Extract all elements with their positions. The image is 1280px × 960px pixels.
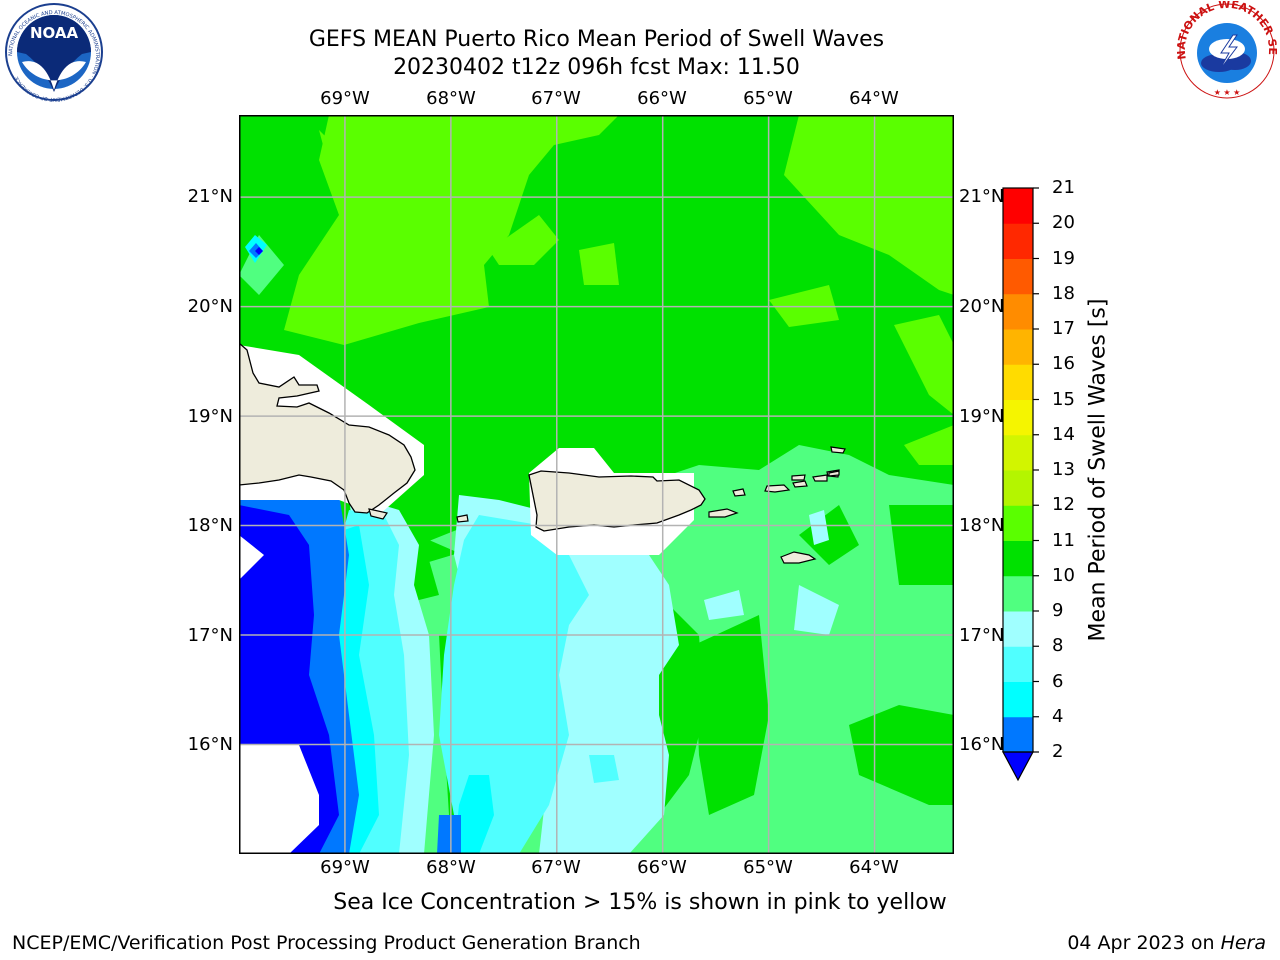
sea-ice-note: Sea Ice Concentration > 15% is shown in … [333,890,947,915]
lon-tick-bottom-65w: 65°W [743,857,793,878]
colorbar-label-8: 8 [1052,635,1064,657]
swell-period-map [239,115,954,854]
lat-tick-left-18n: 18°N [187,515,233,536]
colorbar-swatch-10-11 [1003,540,1033,577]
colorbar-label-13: 13 [1052,459,1075,480]
map-frame [239,115,954,854]
colorbar-swatch-2-4 [1003,716,1033,753]
virgin-islands-land [708,446,846,564]
footer-date-text: 04 Apr 2023 on [1067,932,1221,954]
lat-tick-left-20n: 20°N [187,296,233,317]
colorbar-swatch-16-17 [1003,329,1033,365]
lon-tick-bottom-68w: 68°W [426,857,476,878]
footer-date: 04 Apr 2023 on Hera [1067,932,1266,954]
colorbar-title: Mean Period of Swell Waves [s] [1085,298,1111,642]
lat-tick-left-21n: 21°N [187,186,233,207]
colorbar-swatch-17-18 [1003,293,1033,330]
lon-tick-top-65w: 65°W [743,88,793,109]
lat-tick-right-16n: 16°N [959,734,1005,755]
noaa-logo: NOAA NATIONAL OCEANIC AND ATMOSPHERIC AD… [5,3,103,102]
colorbar-label-4: 4 [1052,705,1064,727]
colorbar-label-19: 19 [1052,247,1075,269]
colorbar-label-6: 6 [1052,670,1064,692]
colorbar-label-17: 17 [1052,318,1075,339]
colorbar-swatch-13-14 [1003,434,1033,471]
lon-tick-bottom-66w: 66°W [637,857,687,878]
colorbar-label-14: 14 [1052,423,1075,445]
colorbar-label-18: 18 [1052,282,1075,304]
lat-tick-left-19n: 19°N [187,406,233,427]
lat-tick-right-20n: 20°N [959,296,1005,317]
colorbar-label-11: 11 [1052,529,1075,551]
colorbar-label-10: 10 [1052,564,1075,586]
colorbar-swatch-11-12 [1003,505,1033,541]
svg-text:★ ★ ★: ★ ★ ★ [1214,88,1241,97]
colorbar [1001,187,1039,782]
colorbar-label-9: 9 [1052,600,1064,621]
hispaniola-land [239,342,416,514]
lon-tick-top-66w: 66°W [637,88,687,109]
footer-machine: Hera [1220,932,1266,954]
colorbar-swatch-12-13 [1003,470,1033,506]
lat-tick-left-16n: 16°N [187,734,233,755]
lon-tick-top-69w: 69°W [320,88,370,109]
colorbar-swatch-18-19 [1003,258,1033,295]
lon-tick-top-64w: 64°W [849,88,899,109]
colorbar-label-2: 2 [1052,741,1064,762]
colorbar-under-triangle [1001,751,1035,782]
colorbar-swatch-6-8 [1003,646,1033,682]
colorbar-label-20: 20 [1052,212,1075,234]
colorbar-swatch-19-20 [1003,223,1033,259]
nws-logo: NATIONAL WEATHER SERVICE ★ ★ ★ [1177,1,1277,99]
puerto-rico-land [528,470,706,532]
lon-tick-bottom-69w: 69°W [320,857,370,878]
map-title-line-2: 20230402 t12z 096h fcst Max: 11.50 [393,55,800,80]
colorbar-label-12: 12 [1052,494,1075,516]
colorbar-swatch-8-9 [1003,611,1033,647]
lon-tick-bottom-64w: 64°W [849,857,899,878]
lat-tick-right-17n: 17°N [959,625,1005,646]
colorbar-swatch-15-16 [1003,364,1033,400]
colorbar-swatch-14-15 [1003,399,1033,436]
graticule [239,115,954,854]
lat-tick-right-21n: 21°N [959,186,1005,207]
map-title-line-1: GEFS MEAN Puerto Rico Mean Period of Swe… [308,27,885,52]
lat-tick-left-17n: 17°N [187,625,233,646]
colorbar-label-21: 21 [1052,177,1075,198]
colorbar-label-16: 16 [1052,353,1075,375]
colorbar-label-15: 15 [1052,388,1075,410]
lat-tick-right-18n: 18°N [959,515,1005,536]
lon-tick-bottom-67w: 67°W [531,857,581,878]
colorbar-swatch-20-21 [1003,188,1033,224]
noaa-logo-text: NOAA [30,24,79,42]
colorbar-swatch-4-6 [1003,681,1033,718]
island-small-1 [368,508,388,520]
lon-tick-top-67w: 67°W [531,88,581,109]
lon-tick-top-68w: 68°W [426,88,476,109]
island-mona [456,514,469,523]
lat-tick-right-19n: 19°N [959,406,1005,427]
footer-branch: NCEP/EMC/Verification Post Processing Pr… [12,932,641,954]
colorbar-swatch-9-10 [1003,575,1033,612]
